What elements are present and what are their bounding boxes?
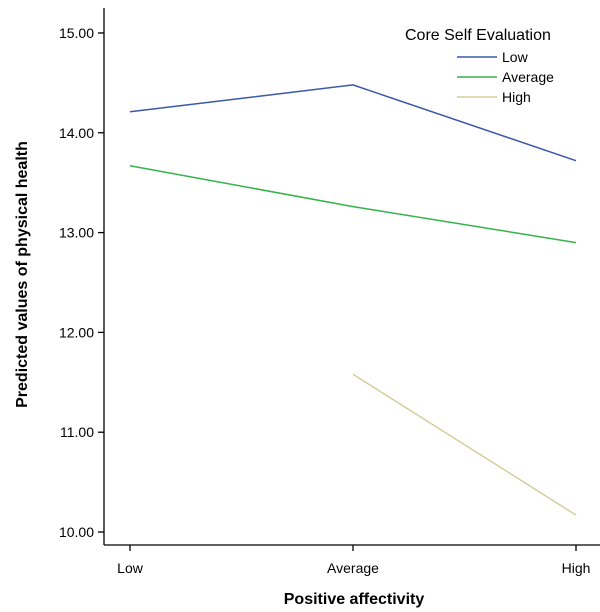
legend-label: High [502,89,531,105]
series-line-low [129,84,577,162]
series-line-high [352,373,577,516]
series-lines [129,84,577,516]
y-tick-label: 14.00 [59,125,94,141]
x-axis-title: Positive affectivity [284,591,425,608]
y-tick-label: 13.00 [59,225,94,241]
legend-title: Core Self Evaluation [405,27,551,44]
x-tick-label: Low [117,560,144,576]
legend-label: Low [502,49,529,65]
y-tick-label: 11.00 [60,424,94,440]
y-tick-label: 10.00 [59,524,94,540]
legend-label: Average [502,69,554,85]
y-tick-label: 12.00 [59,324,94,340]
x-axis: Low Average High [104,544,600,576]
x-tick-label: Average [327,560,379,576]
legend: Core Self Evaluation Low Average High [405,27,554,105]
x-tick-label: High [562,560,591,576]
y-tick-label: 15.00 [59,25,94,41]
y-axis-title: Predicted values of physical health [14,141,31,408]
y-axis: 10.00 11.00 12.00 13.00 14.00 15.00 [59,8,105,545]
series-line-average [129,164,577,244]
